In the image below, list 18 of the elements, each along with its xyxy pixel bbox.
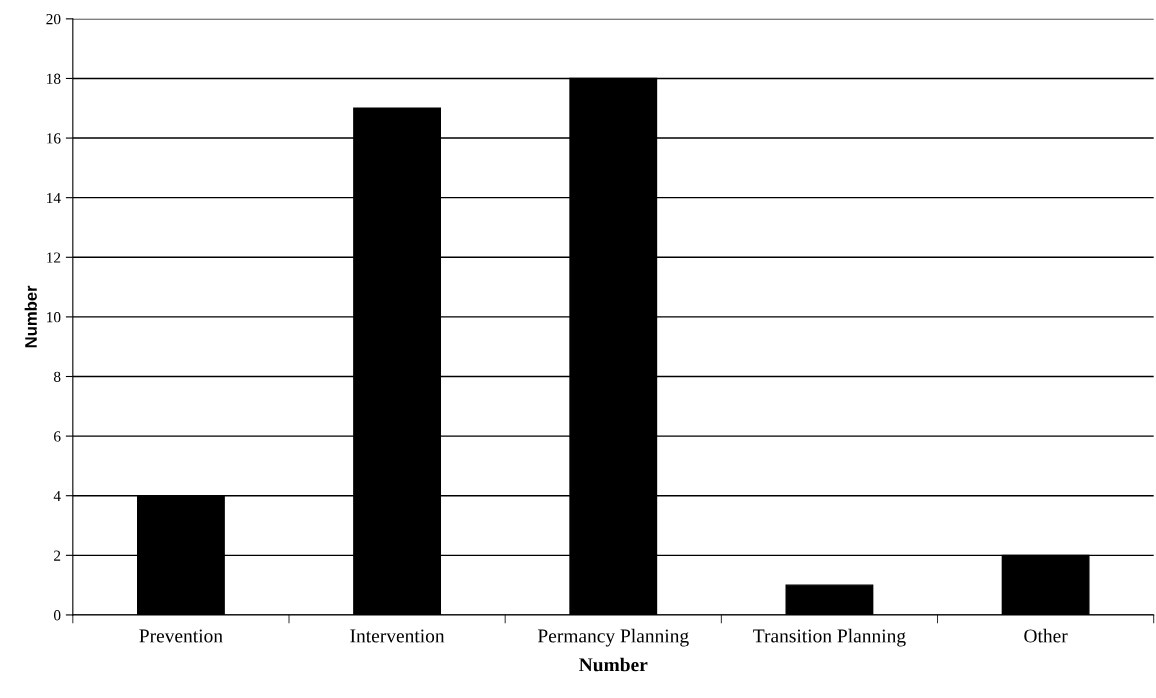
y-tick-label: 12 — [47, 252, 61, 263]
y-tick-label: 4 — [53, 490, 61, 502]
y-tick-label: 2 — [54, 550, 61, 561]
x-tick-label: Other — [1024, 628, 1068, 643]
y-tick-label: 14 — [47, 192, 61, 203]
x-axis-title: Number — [579, 657, 648, 672]
x-tick-label: Transition Planning — [753, 628, 906, 647]
y-axis-title: Number — [24, 285, 37, 348]
x-tick-label: Permancy Planning — [537, 628, 689, 647]
x-tick-label: Prevention — [139, 629, 223, 643]
y-tick-label: 8 — [53, 371, 61, 382]
x-tick-label: Intervention — [350, 629, 445, 643]
y-tick-label: 18 — [47, 73, 61, 84]
y-tick-label: 6 — [54, 431, 61, 442]
y-tick-label: 20 — [46, 13, 61, 25]
y-tick-label: 10 — [47, 312, 61, 323]
y-tick-label: 16 — [47, 133, 61, 144]
y-tick-label: 0 — [53, 610, 61, 621]
